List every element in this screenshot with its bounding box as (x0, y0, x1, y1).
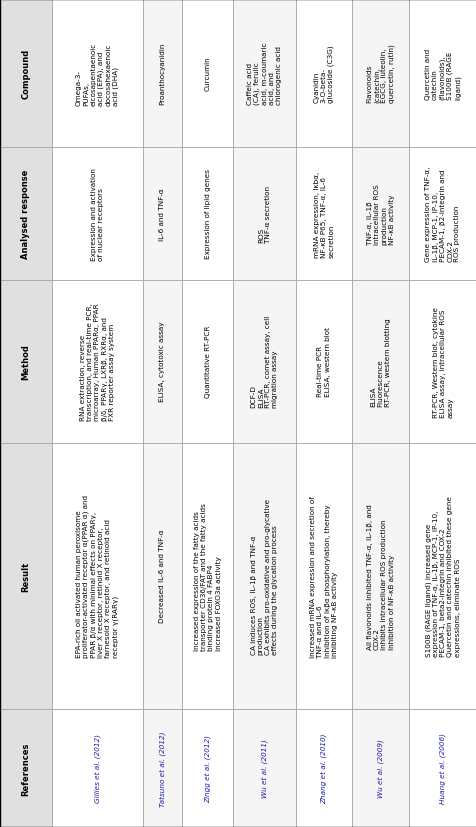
Bar (233, 0, 295, 148)
Bar (352, 0, 408, 148)
Text: Wu et al. (2011): Wu et al. (2011) (261, 739, 267, 797)
Bar (52, 0, 142, 148)
Text: ELISA
Fluorescence
RT-PCR, western blotting: ELISA Fluorescence RT-PCR, western blott… (370, 318, 390, 406)
Bar (295, 443, 352, 709)
Bar (182, 280, 233, 443)
Text: Flavonoids
(catechin,
EGCG, luteolin,
quercetin, rutin): Flavonoids (catechin, EGCG, luteolin, qu… (366, 45, 394, 103)
Text: Zhang et al. (2010): Zhang et al. (2010) (320, 733, 327, 803)
Bar (52, 709, 142, 827)
Text: Cyanidin
3-O-beta-
glucoside (C3G): Cyanidin 3-O-beta- glucoside (C3G) (313, 45, 334, 103)
Bar (142, 280, 182, 443)
Text: EPA-rich oil activated human peroxisome
proliferator-activated receptor α(PPAR α: EPA-rich oil activated human peroxisome … (76, 495, 119, 657)
Text: Zingg et al. (2012): Zingg et al. (2012) (204, 734, 211, 802)
Text: All flavonoids inhibited TNF-α, IL-1β, and
COX-2
Inhibits intracellular ROS prod: All flavonoids inhibited TNF-α, IL-1β, a… (366, 503, 394, 649)
Text: IL-6 and TNF-α: IL-6 and TNF-α (159, 188, 165, 241)
Text: Expression of lipid genes: Expression of lipid genes (204, 170, 210, 259)
Bar (52, 148, 142, 280)
Text: Increased expression of the fatty acids
transporter CD36/FAT and the fatty acids: Increased expression of the fatty acids … (194, 502, 221, 650)
Bar (0, 443, 52, 709)
Bar (182, 709, 233, 827)
Bar (352, 280, 408, 443)
Bar (52, 280, 142, 443)
Text: Wu et al. (2009): Wu et al. (2009) (377, 739, 383, 797)
Bar (352, 148, 408, 280)
Bar (408, 280, 476, 443)
Text: Proanthocyanidin: Proanthocyanidin (159, 43, 165, 105)
Bar (142, 709, 182, 827)
Bar (0, 148, 52, 280)
Text: References: References (21, 741, 30, 795)
Text: S100B (RAGE ligand) increased gene
expression of TNF-α, IL-1β, MCP-1, IP-10,
PEC: S100B (RAGE ligand) increased gene expre… (425, 495, 460, 657)
Bar (233, 443, 295, 709)
Text: Huang et al. (2006): Huang et al. (2006) (439, 733, 446, 803)
Text: Increased mRNA expression and secretion of
TNF-α and IL-6
Inhibition of Iκβα pho: Increased mRNA expression and secretion … (309, 495, 337, 657)
Bar (52, 443, 142, 709)
Bar (408, 0, 476, 148)
Bar (0, 280, 52, 443)
Bar (295, 280, 352, 443)
Text: Caffeic acid
(CA), ferulic
acid, m-coumaric
acid, and
chlorogenic acid: Caffeic acid (CA), ferulic acid, m-couma… (246, 43, 282, 105)
Bar (0, 709, 52, 827)
Bar (295, 0, 352, 148)
Bar (142, 0, 182, 148)
Bar (233, 148, 295, 280)
Bar (408, 443, 476, 709)
Text: Analysed response: Analysed response (21, 170, 30, 259)
Text: CA induces ROS, IL-1β and TNF-α
production
CA exhibits pro-oxidative and pro-gly: CA induces ROS, IL-1β and TNF-α producti… (250, 498, 278, 654)
Text: Method: Method (21, 344, 30, 380)
Bar (182, 148, 233, 280)
Bar (182, 0, 233, 148)
Bar (352, 443, 408, 709)
Bar (233, 280, 295, 443)
Text: Tatsuno et al. (2012): Tatsuno et al. (2012) (159, 730, 166, 805)
Bar (233, 709, 295, 827)
Text: Quantitative RT-PCR: Quantitative RT-PCR (204, 326, 210, 398)
Bar (0, 0, 52, 148)
Bar (142, 443, 182, 709)
Bar (295, 709, 352, 827)
Text: ELISA, cytotoxic assay: ELISA, cytotoxic assay (159, 322, 165, 402)
Text: Curcumin: Curcumin (204, 56, 210, 91)
Text: Gillies et al. (2012): Gillies et al. (2012) (94, 734, 100, 802)
Text: Omega-3-
PUFAs,
eicosapentaenoic
acid (EPA), and
docosahexaenoic
acid (DHA): Omega-3- PUFAs, eicosapentaenoic acid (E… (76, 42, 119, 105)
Text: Real-time PCR
ELISA, western blot: Real-time PCR ELISA, western blot (317, 327, 330, 397)
Text: Result: Result (21, 561, 30, 591)
Text: Decreased IL-6 and TNF-α: Decreased IL-6 and TNF-α (159, 529, 165, 623)
Text: ROS
TNF-α secretion: ROS TNF-α secretion (258, 186, 270, 242)
Text: RNA extraction, reverse
transcription, and real-time PCR,
microarray, Human PPAR: RNA extraction, reverse transcription, a… (79, 303, 115, 421)
Bar (408, 709, 476, 827)
Text: Gene expression of TNF-α,
IL-1β, MCP-1, IP-10,
PECAM-1, β2-integrin and
COX-2
RO: Gene expression of TNF-α, IL-1β, MCP-1, … (425, 166, 459, 262)
Text: DCF-D
ELISA
RT-PCR, comet assay, cell
migration assay: DCF-D ELISA RT-PCR, comet assay, cell mi… (250, 316, 278, 408)
Bar (182, 443, 233, 709)
Bar (142, 148, 182, 280)
Text: Compound: Compound (21, 49, 30, 99)
Bar (295, 148, 352, 280)
Text: Quercetin and
catechin
(flavonoids),
S100B (RAGE
ligand): Quercetin and catechin (flavonoids), S10… (424, 48, 460, 99)
Bar (408, 148, 476, 280)
Bar (352, 709, 408, 827)
Text: mRNA expression, Iκbα,
NF-κB P65, TNF-α, IL-6
secretion: mRNA expression, Iκbα, NF-κB P65, TNF-α,… (313, 171, 334, 257)
Text: TNF-α, IL-1β
intracellular ROS
production
NF-κB activity: TNF-α, IL-1β intracellular ROS productio… (366, 184, 394, 245)
Text: Expression and activation
of nuclear receptors: Expression and activation of nuclear rec… (90, 168, 104, 261)
Text: RT-PCR, Western blot, cytokine
ELISA assay, intracellular ROS
assay: RT-PCR, Western blot, cytokine ELISA ass… (432, 307, 452, 417)
